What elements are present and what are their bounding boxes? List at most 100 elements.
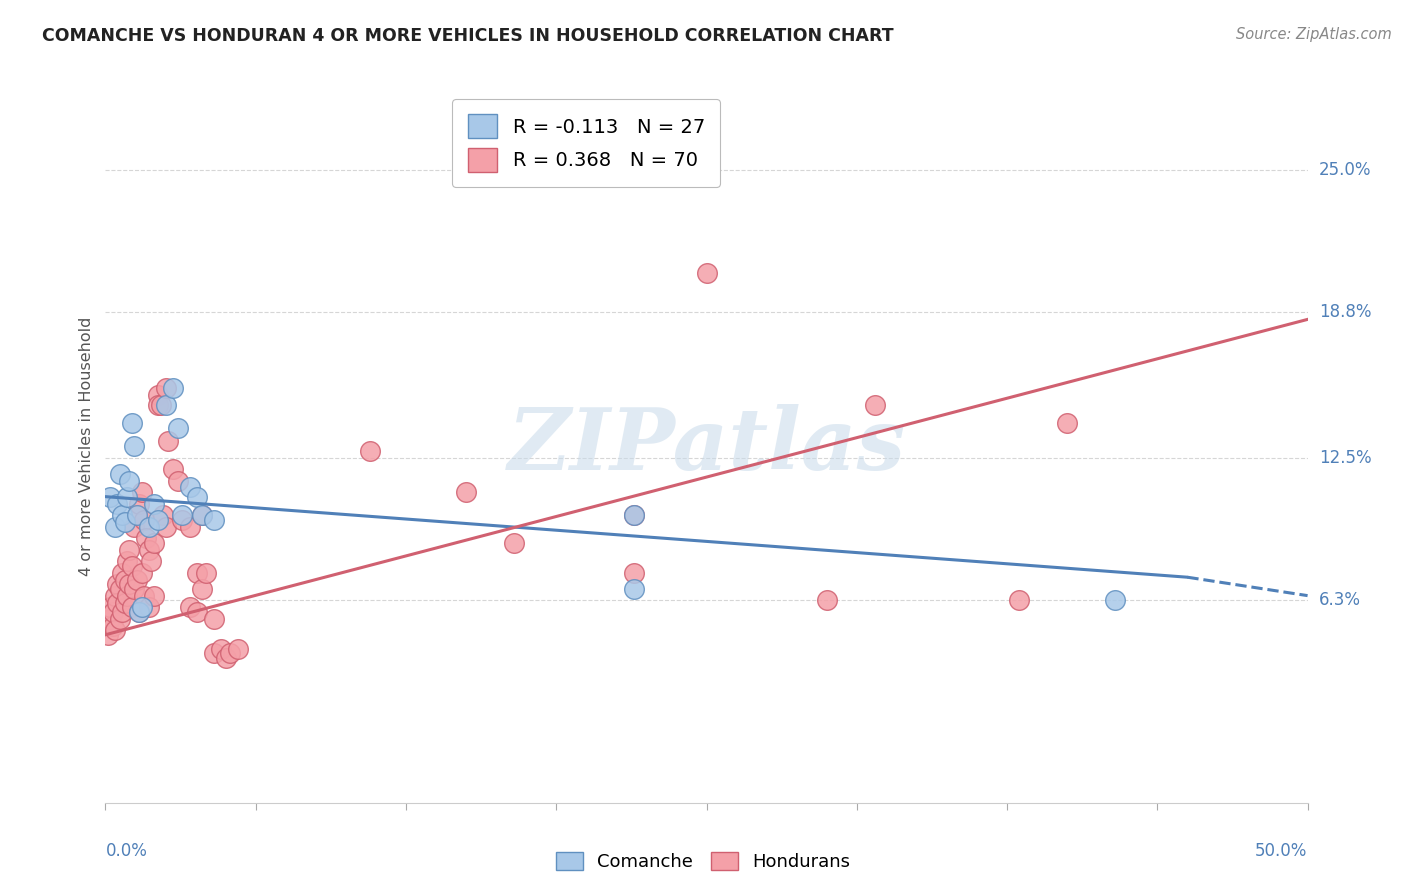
Point — [202, 646, 225, 660]
Point — [128, 605, 150, 619]
Point — [142, 589, 165, 603]
Point — [162, 381, 184, 395]
Point — [454, 485, 477, 500]
Point — [166, 420, 188, 434]
Point — [125, 508, 148, 522]
Point — [166, 474, 188, 488]
Point — [124, 439, 146, 453]
Point — [179, 519, 201, 533]
Text: COMANCHE VS HONDURAN 4 OR MORE VEHICLES IN HOUSEHOLD CORRELATION CHART: COMANCHE VS HONDURAN 4 OR MORE VEHICLES … — [42, 27, 894, 45]
Point — [108, 467, 131, 481]
Point — [104, 623, 127, 637]
Point — [107, 577, 129, 591]
Point — [623, 566, 645, 580]
Point — [111, 605, 134, 619]
Point — [190, 508, 212, 522]
Point — [98, 600, 121, 615]
Point — [121, 416, 143, 430]
Point — [190, 582, 212, 596]
Point — [125, 508, 148, 522]
Point — [114, 515, 136, 529]
Point — [623, 508, 645, 522]
Legend: Comanche, Hondurans: Comanche, Hondurans — [548, 845, 858, 879]
Point — [179, 480, 201, 494]
Text: 18.8%: 18.8% — [1319, 303, 1371, 321]
Point — [114, 573, 136, 587]
Text: 6.3%: 6.3% — [1319, 591, 1361, 609]
Point — [98, 490, 121, 504]
Point — [104, 589, 127, 603]
Point — [172, 513, 194, 527]
Point — [118, 577, 141, 591]
Point — [108, 612, 131, 626]
Text: 12.5%: 12.5% — [1319, 449, 1371, 467]
Y-axis label: 4 or more Vehicles in Household: 4 or more Vehicles in Household — [79, 317, 94, 575]
Point — [815, 593, 838, 607]
Point — [111, 566, 134, 580]
Point — [219, 646, 242, 660]
Point — [503, 535, 526, 549]
Point — [623, 508, 645, 522]
Point — [148, 398, 170, 412]
Point — [118, 474, 141, 488]
Point — [114, 595, 136, 609]
Point — [131, 485, 153, 500]
Point — [111, 508, 134, 522]
Point — [131, 566, 153, 580]
Point — [97, 628, 120, 642]
Point — [132, 513, 155, 527]
Point — [155, 519, 177, 533]
Point — [115, 490, 138, 504]
Point — [138, 519, 160, 533]
Point — [148, 513, 170, 527]
Point — [148, 388, 170, 402]
Point — [135, 531, 157, 545]
Point — [186, 490, 208, 504]
Point — [1056, 416, 1078, 430]
Point — [226, 641, 249, 656]
Point — [209, 641, 232, 656]
Point — [696, 266, 718, 280]
Point — [152, 508, 174, 522]
Legend: R = -0.113   N = 27, R = 0.368   N = 70: R = -0.113 N = 27, R = 0.368 N = 70 — [453, 99, 720, 187]
Point — [132, 589, 155, 603]
Point — [190, 508, 212, 522]
Text: 50.0%: 50.0% — [1256, 842, 1308, 860]
Point — [108, 582, 131, 596]
Point — [107, 497, 129, 511]
Point — [107, 595, 129, 609]
Point — [121, 600, 143, 615]
Text: 25.0%: 25.0% — [1319, 161, 1371, 178]
Point — [1008, 593, 1031, 607]
Text: 0.0%: 0.0% — [105, 842, 148, 860]
Point — [214, 650, 236, 665]
Point — [156, 434, 179, 449]
Point — [623, 582, 645, 596]
Point — [1104, 593, 1126, 607]
Point — [101, 618, 124, 632]
Point — [155, 381, 177, 395]
Point — [128, 497, 150, 511]
Point — [172, 508, 194, 522]
Point — [125, 573, 148, 587]
Point — [142, 497, 165, 511]
Point — [142, 535, 165, 549]
Point — [195, 566, 218, 580]
Point — [121, 558, 143, 573]
Point — [115, 554, 138, 568]
Point — [138, 600, 160, 615]
Point — [104, 519, 127, 533]
Point — [202, 612, 225, 626]
Point — [101, 605, 124, 619]
Text: Source: ZipAtlas.com: Source: ZipAtlas.com — [1236, 27, 1392, 42]
Point — [863, 398, 886, 412]
Point — [124, 582, 146, 596]
Point — [359, 443, 381, 458]
Point — [118, 542, 141, 557]
Point — [128, 605, 150, 619]
Point — [162, 462, 184, 476]
Point — [202, 513, 225, 527]
Point — [138, 542, 160, 557]
Point — [131, 600, 153, 615]
Point — [186, 566, 208, 580]
